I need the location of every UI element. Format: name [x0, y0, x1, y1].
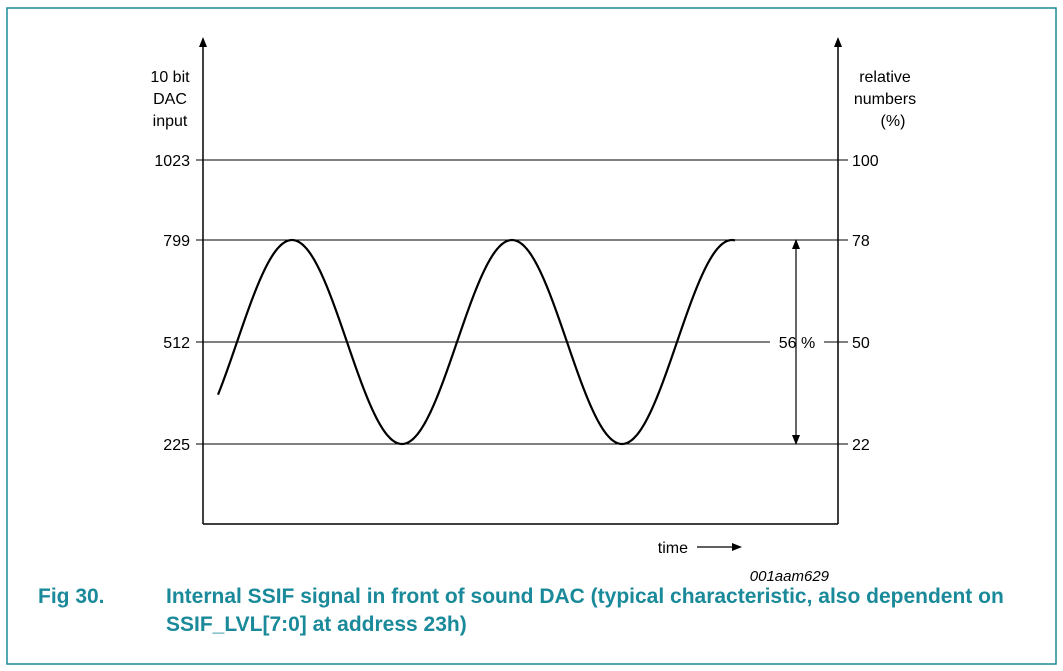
left-level-label-225: 225	[163, 437, 190, 454]
figure-id: 001aam629	[750, 568, 830, 585]
left-level-label-1023: 1023	[154, 153, 190, 170]
right-axis-label-line-2: numbers	[854, 91, 916, 108]
outer-border	[6, 7, 1057, 665]
right-axis-label-line-1: relative	[859, 69, 911, 86]
right-axis-label-line-3: (%)	[881, 113, 906, 130]
right-level-label-78: 78	[852, 233, 870, 250]
left-level-label-512: 512	[163, 335, 190, 352]
sine-wave	[216, 238, 736, 446]
time-axis-label: time	[658, 540, 688, 557]
left-axis-label-line-2: DAC	[153, 91, 187, 108]
left-axis-label-line-3: input	[153, 113, 188, 130]
left-axis-label-line-1: 10 bit	[150, 69, 190, 86]
amplitude-label: 56 %	[779, 335, 815, 352]
caption-text: Internal SSIF signal in front of sound D…	[166, 585, 1004, 636]
right-level-label-22: 22	[852, 437, 870, 454]
caption-number: Fig 30.	[38, 585, 105, 608]
right-level-label-100: 100	[852, 153, 879, 170]
right-level-label-50: 50	[852, 335, 870, 352]
left-level-label-799: 799	[163, 233, 190, 250]
